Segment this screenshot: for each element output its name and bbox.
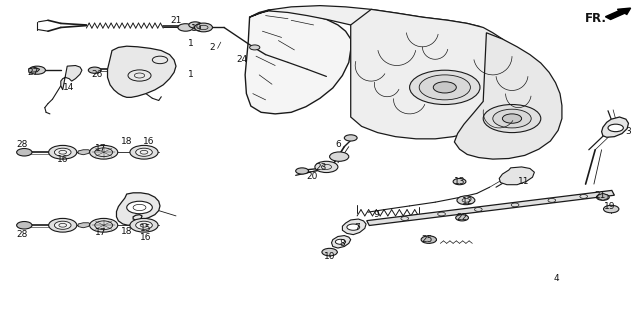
Circle shape [88, 67, 101, 73]
Circle shape [410, 70, 480, 105]
Text: 9: 9 [374, 210, 379, 219]
Text: 17: 17 [95, 144, 107, 153]
Polygon shape [61, 66, 82, 90]
Circle shape [419, 75, 470, 100]
Circle shape [136, 148, 152, 156]
Circle shape [127, 201, 152, 214]
Polygon shape [367, 190, 614, 226]
Circle shape [49, 145, 77, 159]
Polygon shape [250, 6, 486, 53]
Text: 6: 6 [335, 140, 340, 149]
Polygon shape [598, 193, 608, 200]
Text: 8: 8 [340, 240, 345, 248]
Text: 18: 18 [121, 227, 132, 236]
Text: 27: 27 [28, 68, 39, 77]
Text: 4: 4 [554, 274, 559, 283]
Circle shape [49, 218, 77, 232]
Text: 16: 16 [57, 155, 68, 164]
FancyArrow shape [605, 8, 630, 19]
Text: 20: 20 [307, 172, 318, 181]
Circle shape [457, 196, 475, 205]
Text: 17: 17 [95, 228, 107, 237]
Circle shape [335, 239, 346, 244]
Circle shape [596, 194, 609, 200]
Circle shape [608, 124, 623, 132]
Text: FR.: FR. [585, 12, 607, 25]
Text: 18: 18 [121, 137, 132, 145]
Text: 1: 1 [188, 39, 193, 48]
Text: 28: 28 [17, 140, 28, 149]
Text: 15: 15 [140, 224, 152, 233]
Text: 7: 7 [355, 223, 360, 232]
Circle shape [250, 45, 260, 50]
Circle shape [344, 135, 357, 141]
Circle shape [296, 168, 308, 174]
Circle shape [502, 114, 522, 123]
Circle shape [195, 23, 212, 32]
Circle shape [315, 161, 338, 173]
Polygon shape [602, 117, 628, 137]
Text: 3: 3 [626, 127, 631, 135]
Circle shape [29, 66, 45, 74]
Text: 19: 19 [191, 24, 203, 33]
Polygon shape [342, 219, 366, 235]
Circle shape [453, 178, 466, 185]
Polygon shape [78, 150, 91, 155]
Text: 22: 22 [456, 213, 468, 222]
Circle shape [456, 215, 468, 221]
Circle shape [130, 145, 158, 159]
Circle shape [54, 221, 71, 229]
Text: 12: 12 [461, 197, 473, 206]
Text: 26: 26 [92, 70, 103, 79]
Text: 1: 1 [188, 71, 193, 79]
Text: 13: 13 [454, 177, 465, 186]
Text: 10: 10 [324, 252, 335, 261]
Circle shape [322, 248, 337, 256]
Circle shape [178, 24, 193, 31]
Text: 19: 19 [604, 202, 615, 211]
Polygon shape [332, 236, 351, 248]
Circle shape [95, 148, 113, 157]
Text: 11: 11 [518, 177, 529, 186]
Polygon shape [29, 67, 40, 72]
Text: 23: 23 [316, 163, 327, 172]
Polygon shape [454, 33, 562, 159]
Text: 28: 28 [17, 230, 28, 239]
Text: 16: 16 [140, 233, 152, 242]
Text: 25: 25 [422, 235, 433, 244]
Polygon shape [245, 10, 351, 114]
Polygon shape [108, 46, 176, 97]
Circle shape [17, 222, 32, 229]
Text: 14: 14 [63, 84, 75, 92]
Polygon shape [351, 9, 524, 139]
Text: 16: 16 [143, 137, 154, 145]
Polygon shape [78, 223, 91, 228]
Polygon shape [116, 193, 160, 225]
Text: 21: 21 [170, 16, 182, 25]
Circle shape [604, 205, 619, 213]
Circle shape [54, 148, 71, 156]
Polygon shape [499, 167, 534, 185]
Circle shape [136, 221, 152, 229]
Text: 21: 21 [595, 191, 606, 199]
Circle shape [347, 224, 360, 230]
Circle shape [95, 221, 113, 230]
Circle shape [483, 105, 541, 133]
Text: 2: 2 [210, 43, 215, 52]
Circle shape [189, 22, 202, 28]
Text: 24: 24 [236, 56, 248, 64]
Circle shape [330, 152, 349, 161]
Circle shape [421, 236, 436, 243]
Circle shape [17, 149, 32, 156]
Circle shape [493, 109, 531, 128]
Circle shape [90, 145, 118, 159]
Circle shape [433, 82, 456, 93]
Circle shape [90, 218, 118, 232]
Circle shape [130, 218, 158, 232]
